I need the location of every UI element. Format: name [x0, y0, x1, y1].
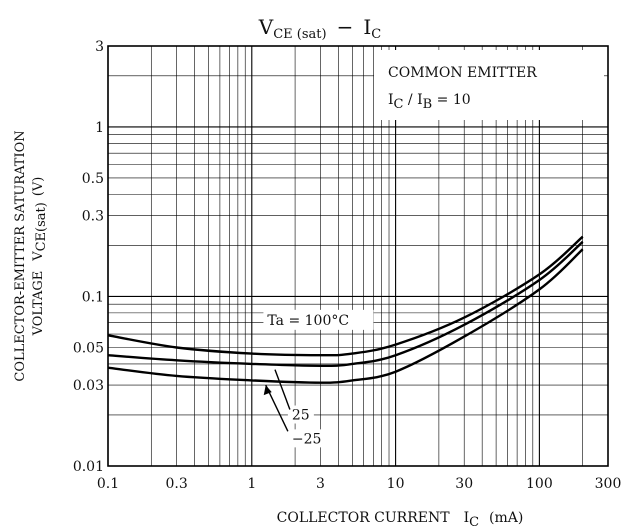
leader-arrowhead [263, 385, 272, 396]
series-line-0 [107, 235, 584, 357]
curve-label-ta100: Ta = 100°C [267, 313, 349, 329]
y-tick-label: 0.05 [73, 340, 104, 356]
title-main-sub: CE (sat) [273, 27, 326, 42]
series-line-2 [107, 248, 584, 384]
x-tick-label: 0.1 [97, 476, 119, 492]
title-dash: − [337, 15, 354, 39]
y-tick-label: 1 [95, 120, 104, 136]
title-right-sub: C [371, 27, 381, 42]
curve-label-bg [263, 309, 374, 330]
y-axis-label-line-2: VOLTAGEVCE(sat)(V) [31, 177, 49, 337]
x-tick-label: 3 [316, 476, 325, 492]
y-tick-label: 0.1 [82, 289, 104, 305]
y-tick-label: 0.01 [73, 459, 104, 475]
y-tick-label: 0.03 [73, 378, 104, 394]
chart-title: VCE (sat) − IC [258, 15, 381, 42]
legend-box [374, 50, 604, 120]
title-main: V [258, 15, 274, 39]
x-tick-label: 300 [595, 476, 622, 492]
x-tick-label: 1 [247, 476, 256, 492]
curve-label-bg [287, 405, 314, 424]
curve-label-25: 25 [292, 408, 310, 424]
y-tick-label: 0.5 [82, 171, 104, 187]
y-axis-label: COLLECTOR-EMITTER SATURATION VOLTAGEVCE(… [13, 130, 49, 381]
curve-label-bg [287, 429, 322, 448]
x-tick-label: 10 [387, 476, 405, 492]
series-line-1 [107, 240, 584, 368]
series-group [107, 235, 584, 384]
x-tick-label: 30 [455, 476, 473, 492]
leader-line-25 [274, 369, 291, 410]
legend-line-1: COMMON EMITTER [388, 65, 537, 81]
x-axis-label: COLLECTOR CURRENT IC (mA) [277, 510, 524, 530]
legend-line-2: IC / IB = 10 [388, 92, 471, 112]
y-tick-label: 3 [95, 39, 104, 55]
plot-frame [107, 45, 609, 467]
x-tick-label: 0.3 [165, 476, 187, 492]
y-axis-label-line-1: COLLECTOR-EMITTER SATURATION [13, 130, 28, 381]
y-tick-label: 0.3 [82, 209, 104, 225]
tick-labels: 0.1 0.3 1 3 10 30 100 300 0.01 0.03 0.05 0.1 0.3 0.5 1… [73, 39, 622, 492]
title-right: I [363, 15, 371, 39]
curve-labels: Ta = 100°C 25 −25 [263, 309, 374, 448]
x-tick-label: 100 [526, 476, 553, 492]
curve-label-minus25: −25 [292, 431, 322, 447]
